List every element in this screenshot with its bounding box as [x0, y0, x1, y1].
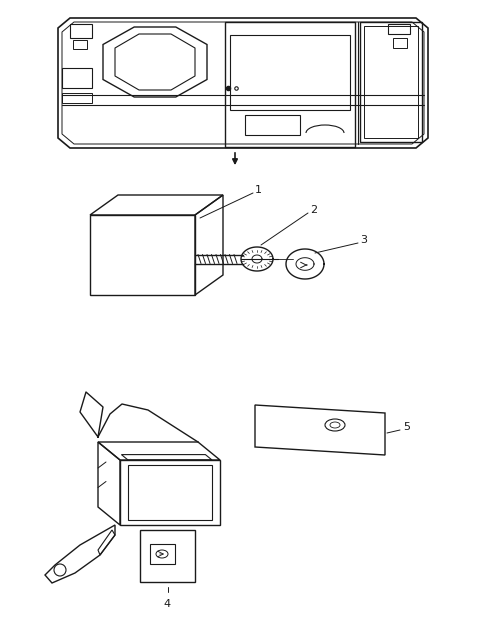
- Bar: [120, 460, 220, 525]
- Bar: [225, 22, 355, 147]
- Text: 5: 5: [403, 422, 410, 432]
- Bar: [230, 35, 350, 110]
- Text: 4: 4: [164, 599, 171, 609]
- Bar: [360, 22, 422, 142]
- Bar: [90, 215, 195, 295]
- Bar: [70, 24, 92, 38]
- Bar: [140, 530, 195, 582]
- Bar: [364, 26, 418, 138]
- Bar: [388, 24, 410, 34]
- Bar: [128, 465, 212, 520]
- Bar: [150, 544, 175, 564]
- Bar: [393, 38, 407, 48]
- Bar: [245, 115, 300, 135]
- Text: 3: 3: [360, 235, 367, 245]
- Bar: [62, 93, 92, 103]
- Text: 2: 2: [310, 205, 317, 215]
- Bar: [62, 68, 92, 88]
- Text: 1: 1: [255, 185, 262, 195]
- Bar: [73, 40, 87, 49]
